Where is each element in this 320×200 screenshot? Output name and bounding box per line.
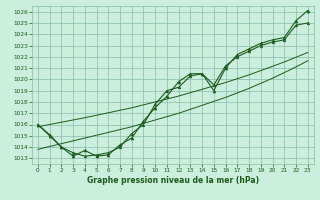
X-axis label: Graphe pression niveau de la mer (hPa): Graphe pression niveau de la mer (hPa) <box>87 176 259 185</box>
